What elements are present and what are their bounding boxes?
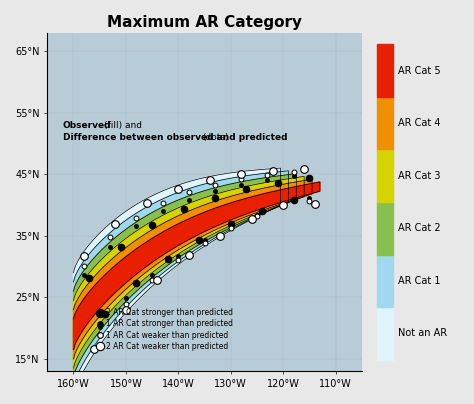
Bar [377,149,393,202]
Text: AR Cat 5: AR Cat 5 [398,66,440,76]
Polygon shape [73,179,312,359]
Text: 1 AR Cat weaker than predicted: 1 AR Cat weaker than predicted [106,330,228,339]
Text: Difference between observed and predicted: Difference between observed and predicte… [63,133,288,142]
Polygon shape [73,182,320,350]
Text: (dots): (dots) [202,133,228,142]
Title: Maximum AR Category: Maximum AR Category [107,15,302,30]
Bar [377,202,393,255]
Text: 2 AR Cat weaker than predicted: 2 AR Cat weaker than predicted [106,342,228,351]
Polygon shape [73,171,289,387]
Polygon shape [73,168,281,396]
Text: 1 AR Cat stronger than predicted: 1 AR Cat stronger than predicted [106,320,233,328]
Text: AR Cat 1: AR Cat 1 [398,276,440,286]
Text: Not an AR: Not an AR [398,328,447,338]
Bar [377,97,393,149]
Text: AR Cat 3: AR Cat 3 [398,171,440,181]
Text: 2 AR Cat stronger than predicted: 2 AR Cat stronger than predicted [106,308,233,317]
Bar [377,44,393,97]
Text: AR Cat 2: AR Cat 2 [398,223,440,233]
Text: AR Cat 4: AR Cat 4 [398,118,440,128]
Polygon shape [73,174,296,377]
Text: Observed: Observed [63,121,111,130]
Bar [377,307,393,360]
Text: (fill) and: (fill) and [104,121,142,130]
Bar [377,255,393,307]
Polygon shape [73,177,304,368]
